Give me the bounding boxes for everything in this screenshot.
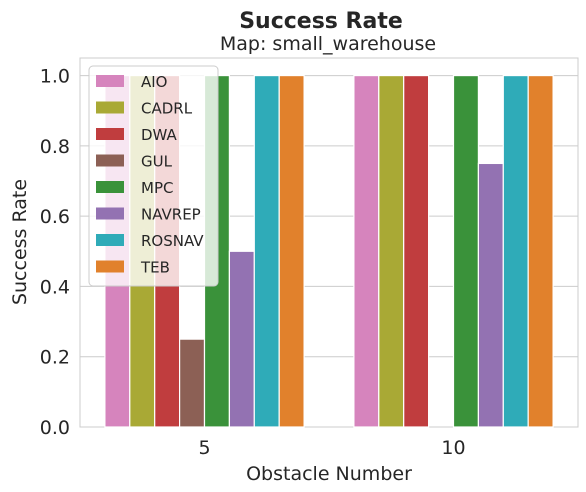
legend-label: ROSNAV xyxy=(141,232,204,250)
legend-label: GUL xyxy=(141,153,173,171)
y-tick-label: 0.0 xyxy=(40,417,70,439)
y-tick-label: 0.8 xyxy=(40,136,70,158)
legend-swatch xyxy=(96,101,124,114)
legend-label: TEB xyxy=(140,259,170,277)
legend-label: DWA xyxy=(141,126,178,144)
legend-label: NAVREP xyxy=(141,206,201,224)
bar-aio-10 xyxy=(353,74,380,428)
y-tick-label: 0.6 xyxy=(40,206,70,228)
bar-mpc-10 xyxy=(452,74,479,428)
y-axis-label: Success Rate xyxy=(9,179,31,305)
bar-navrep-10 xyxy=(477,162,504,428)
x-tick-labels: 5 10 xyxy=(198,437,465,459)
x-tick-label: 5 xyxy=(198,437,210,459)
bar-navrep-5 xyxy=(228,250,255,428)
legend-swatch xyxy=(96,75,124,87)
bar-cadrl-10 xyxy=(378,74,405,428)
bar-rosnav-5 xyxy=(253,74,280,428)
bar-teb-10 xyxy=(527,74,554,428)
legend-swatch xyxy=(96,128,124,140)
x-axis-label: Obstacle Number xyxy=(246,463,412,485)
legend: AIO CADRL DWA GUL MPC NAVREP ROSNAV TEB xyxy=(88,65,219,287)
legend-label: AIO xyxy=(141,73,168,91)
legend-swatch xyxy=(96,154,124,167)
chart-subtitle: Map: small_warehouse xyxy=(220,33,436,55)
legend-swatch xyxy=(96,234,124,246)
x-tick-label: 10 xyxy=(441,437,465,459)
bar-gul-5 xyxy=(179,338,206,428)
y-tick-label: 0.2 xyxy=(40,347,70,369)
legend-swatch xyxy=(96,207,124,220)
bar-teb-5 xyxy=(278,74,305,428)
legend-swatch xyxy=(96,260,124,273)
legend-label: CADRL xyxy=(141,100,193,118)
bar-rosnav-10 xyxy=(502,74,529,428)
legend-swatch xyxy=(96,181,124,193)
legend-label: MPC xyxy=(141,179,173,197)
legend-frame xyxy=(88,65,219,287)
chart-title: Success Rate xyxy=(239,9,403,34)
y-tick-labels: 0.0 0.2 0.4 0.6 0.8 1.0 xyxy=(40,66,70,439)
bar-dwa-10 xyxy=(403,74,430,428)
y-tick-label: 1.0 xyxy=(40,66,70,88)
y-tick-label: 0.4 xyxy=(40,276,70,298)
